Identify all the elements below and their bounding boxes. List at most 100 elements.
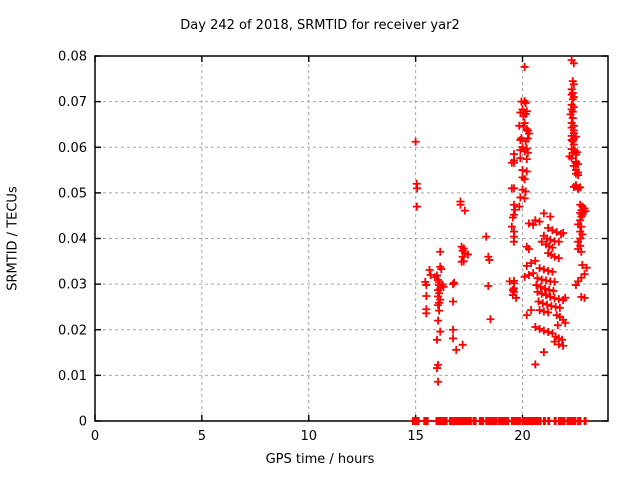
data-point-marker: [425, 265, 434, 274]
data-point-marker: [527, 306, 536, 315]
data-point-marker: [434, 301, 443, 310]
data-point-marker: [531, 360, 540, 369]
data-point-marker: [581, 417, 590, 425]
data-point-marker: [568, 114, 577, 123]
data-point-marker: [449, 280, 458, 289]
data-point-marker: [482, 232, 491, 241]
data-point-marker: [535, 217, 544, 226]
data-point-marker: [577, 247, 586, 256]
data-point-marker: [554, 254, 563, 263]
data-point-marker: [523, 126, 532, 135]
data-point-marker: [434, 377, 443, 386]
data-point-marker: [509, 287, 518, 296]
data-point-marker: [576, 216, 585, 225]
data-point-marker: [569, 140, 578, 149]
data-point-marker: [463, 250, 472, 259]
data-point-marker: [561, 318, 570, 327]
data-point-marker: [507, 222, 516, 231]
x-tick-label: 10: [300, 429, 317, 444]
data-point-marker: [532, 281, 541, 290]
data-point-marker: [574, 184, 583, 193]
data-point-marker: [522, 261, 531, 270]
data-point-marker: [550, 252, 559, 261]
data-point-marker: [544, 266, 553, 275]
data-point-marker: [571, 281, 580, 290]
data-point-marker: [511, 205, 520, 214]
y-tick-label: 0.03: [58, 278, 87, 293]
data-point-marker: [577, 222, 586, 231]
y-tick-label: 0.01: [58, 369, 87, 384]
data-point-marker: [437, 265, 446, 274]
data-point-marker: [460, 206, 469, 215]
y-tick-label: 0.07: [58, 95, 87, 110]
data-point-marker: [439, 282, 448, 291]
data-point-marker: [534, 297, 543, 306]
x-tick-label: 20: [514, 429, 531, 444]
data-point-marker: [521, 137, 530, 146]
data-point-marker: [569, 80, 578, 89]
data-point-marker: [449, 297, 458, 306]
y-tick-label: 0: [79, 415, 87, 430]
x-tick-label: 0: [91, 429, 99, 444]
data-point-marker: [569, 161, 578, 170]
data-point-marker: [434, 316, 443, 325]
data-point-marker: [567, 135, 576, 144]
data-point-marker: [561, 293, 570, 302]
data-point-marker: [449, 325, 458, 334]
data-point-marker: [548, 226, 557, 235]
chart-title: Day 242 of 2018, SRMTID for receiver yar…: [180, 18, 460, 33]
data-point-marker: [552, 228, 561, 237]
data-point-marker: [577, 212, 586, 221]
data-point-marker: [522, 311, 531, 320]
data-point-marker: [554, 340, 563, 349]
x-axis-label: GPS time / hours: [265, 452, 375, 467]
data-point-marker: [582, 263, 591, 272]
data-point-marker: [569, 182, 578, 191]
data-point-marker: [574, 171, 583, 180]
data-point-marker: [527, 259, 536, 268]
data-point-marker: [535, 264, 544, 273]
data-point-marker: [568, 95, 577, 104]
data-point-marker: [450, 278, 459, 287]
data-point-marker: [516, 135, 525, 144]
data-point-marker: [531, 256, 540, 265]
data-point-marker: [433, 364, 441, 373]
data-point-marker: [520, 194, 529, 203]
data-point-marker: [523, 148, 532, 157]
data-point-marker: [484, 281, 493, 290]
data-point-marker: [539, 326, 548, 335]
y-tick-label: 0.06: [58, 141, 87, 156]
data-point-marker: [539, 209, 548, 218]
data-point-marker: [550, 294, 559, 303]
data-point-marker: [538, 299, 547, 308]
data-point-marker: [531, 323, 540, 332]
data-point-marker: [507, 184, 516, 193]
data-point-marker: [544, 224, 553, 233]
y-tick-label: 0.02: [58, 323, 87, 338]
data-point-marker: [422, 281, 431, 290]
data-point-marker: [546, 235, 555, 244]
data-point-marker: [539, 307, 548, 316]
data-point-marker: [529, 220, 538, 229]
y-tick-label: 0.08: [58, 50, 87, 65]
x-tick-label: 5: [198, 429, 206, 444]
data-point-marker: [436, 247, 445, 256]
data-point-marker: [515, 121, 524, 130]
data-point-marker: [567, 154, 576, 163]
data-point-marker: [516, 108, 525, 117]
data-point-marker: [433, 335, 441, 344]
data-point-marker: [544, 328, 553, 337]
data-point-marker: [547, 302, 556, 311]
data-point-marker: [509, 156, 518, 165]
data-point-marker: [520, 272, 529, 281]
data-point-marker: [522, 155, 531, 164]
data-point-marker: [452, 345, 461, 354]
data-point-marker: [548, 267, 557, 276]
data-point-marker: [413, 184, 422, 193]
data-point-marker: [486, 315, 495, 324]
data-point-marker: [537, 275, 546, 284]
data-point-marker: [458, 252, 467, 261]
data-point-marker: [515, 202, 524, 211]
